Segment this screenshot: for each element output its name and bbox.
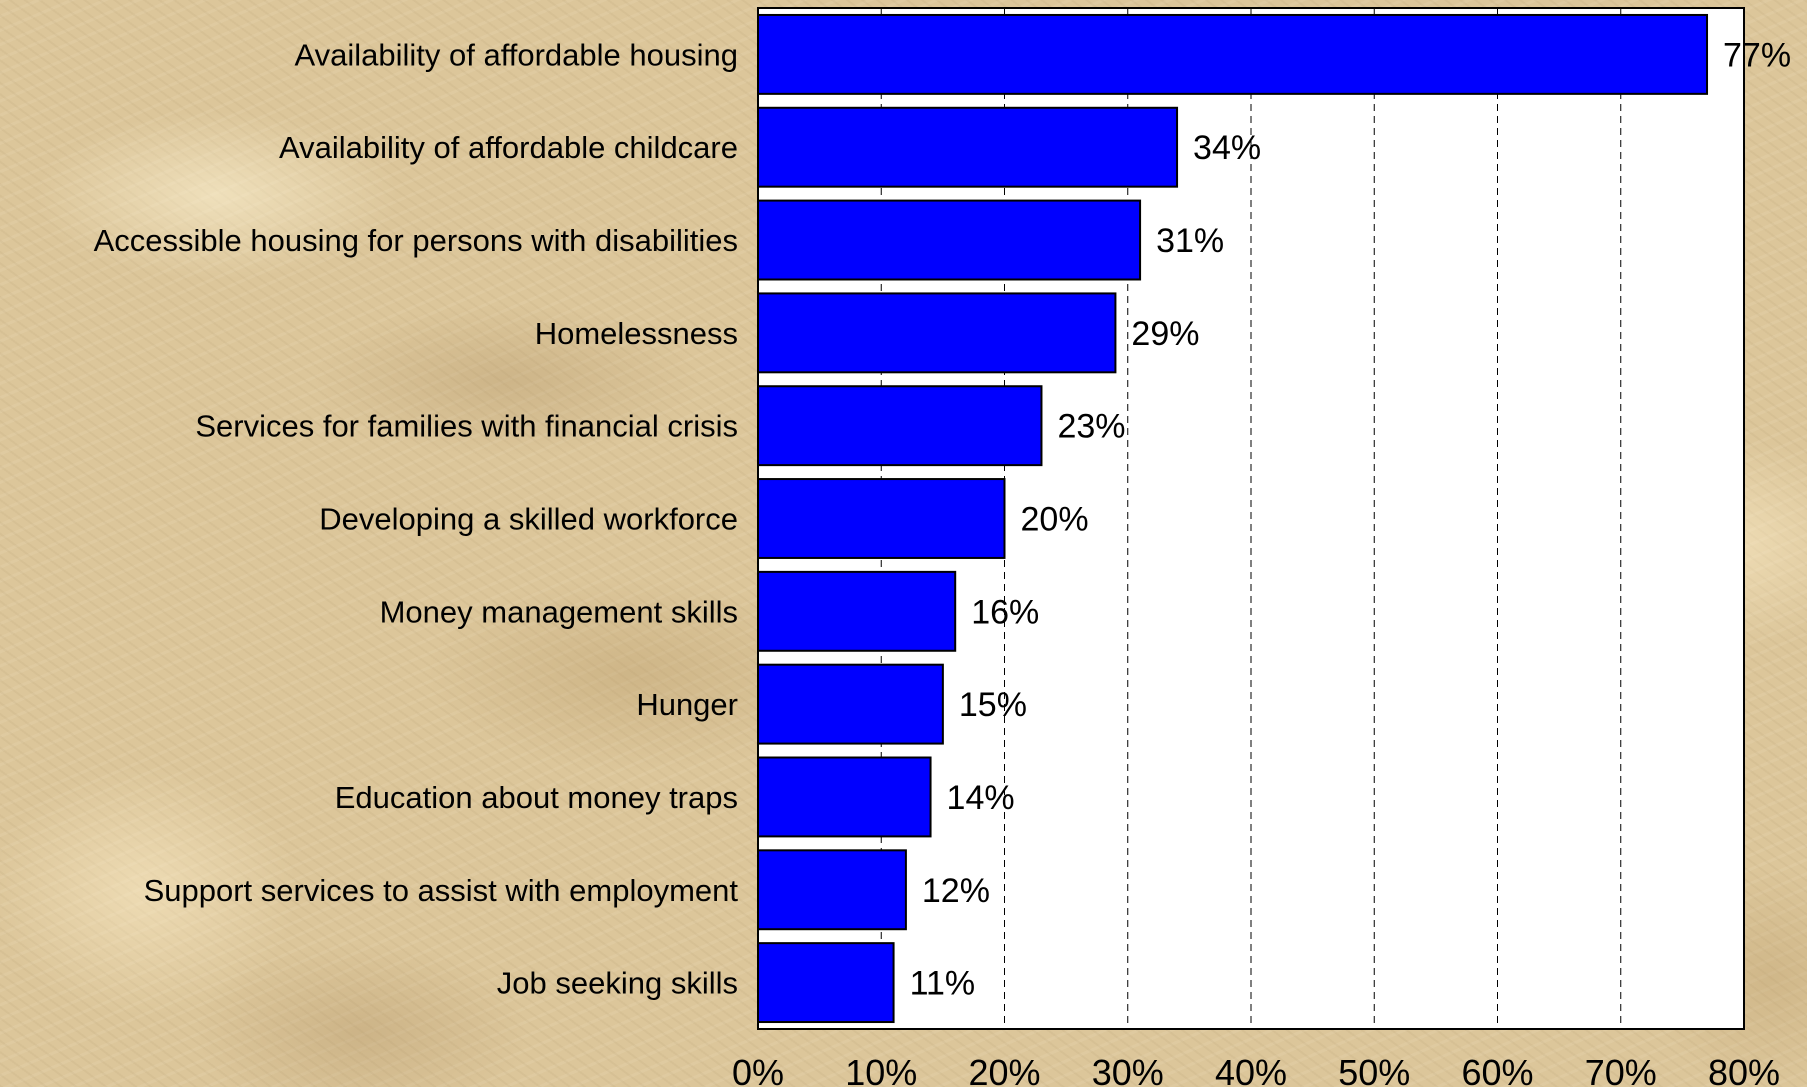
x-tick-label: 60% bbox=[1461, 1052, 1533, 1087]
x-tick-label: 80% bbox=[1708, 1052, 1780, 1087]
category-label: Support services to assist with employme… bbox=[144, 873, 739, 908]
category-label: Hunger bbox=[636, 687, 738, 722]
plot-border bbox=[757, 7, 1745, 1030]
category-labels: Availability of affordable housing Availa… bbox=[94, 37, 739, 1000]
data-label: 20% bbox=[1021, 501, 1089, 539]
data-labels: 77% 34% 31% 29% 23% 20% 16% 15% 14% 12% 11% bbox=[910, 36, 1792, 1002]
bar bbox=[757, 292, 1117, 374]
x-tick-label: 20% bbox=[968, 1052, 1040, 1087]
category-label: Accessible housing for persons with disa… bbox=[94, 223, 738, 258]
data-label: 31% bbox=[1156, 222, 1224, 260]
category-label: Money management skills bbox=[380, 594, 738, 629]
x-tick-label: 10% bbox=[845, 1052, 917, 1087]
x-tick-label: 40% bbox=[1215, 1052, 1287, 1087]
x-tick-label: 0% bbox=[732, 1052, 784, 1087]
bar bbox=[757, 199, 1142, 281]
category-label: Developing a skilled workforce bbox=[319, 502, 738, 537]
bar bbox=[757, 106, 1179, 188]
data-label: 29% bbox=[1131, 315, 1199, 353]
bar bbox=[757, 478, 1006, 559]
bar bbox=[757, 756, 932, 838]
data-label: 16% bbox=[971, 593, 1039, 631]
bar bbox=[757, 663, 944, 745]
category-label: Services for families with financial cri… bbox=[195, 409, 738, 444]
bar bbox=[757, 570, 957, 652]
x-tick-label: 30% bbox=[1092, 1052, 1164, 1087]
x-tick-label: 50% bbox=[1338, 1052, 1410, 1087]
data-label: 15% bbox=[959, 686, 1027, 724]
category-label: Homelessness bbox=[535, 316, 738, 351]
bar bbox=[757, 385, 1043, 467]
category-label: Job seeking skills bbox=[497, 966, 738, 1001]
data-label: 77% bbox=[1723, 36, 1791, 74]
x-axis-tick-labels: 0% 10% 20% 30% 40% 50% 60% 70% 80% bbox=[732, 1052, 1780, 1087]
bars bbox=[757, 13, 1709, 1024]
data-label: 14% bbox=[947, 779, 1015, 817]
x-tick-label: 70% bbox=[1585, 1052, 1657, 1087]
bar bbox=[757, 13, 1709, 95]
data-label: 34% bbox=[1193, 129, 1261, 167]
data-label: 23% bbox=[1057, 408, 1125, 446]
bar bbox=[757, 849, 907, 931]
data-label: 11% bbox=[910, 965, 976, 1003]
bar bbox=[757, 942, 895, 1024]
category-label: Availability of affordable childcare bbox=[279, 130, 738, 165]
category-label: Education about money traps bbox=[335, 780, 738, 815]
category-label: Availability of affordable housing bbox=[295, 37, 739, 72]
data-label: 12% bbox=[922, 872, 990, 910]
